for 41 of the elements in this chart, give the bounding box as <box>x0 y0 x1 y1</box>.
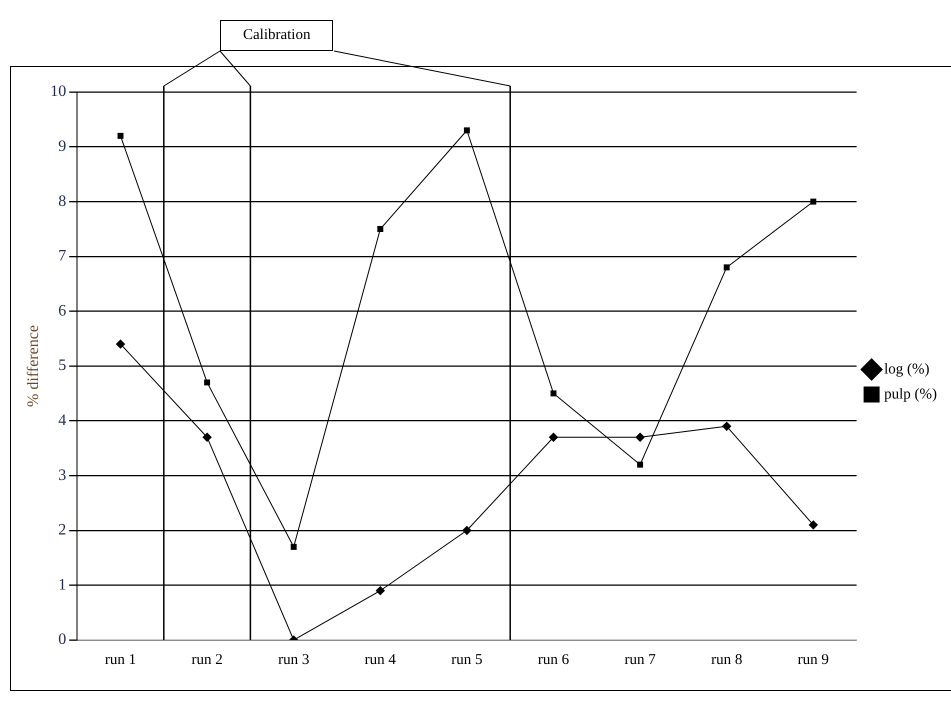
x-tick-label: run 2 <box>191 652 223 668</box>
point <box>376 586 385 596</box>
text: Calibration <box>220 20 334 51</box>
point <box>464 127 470 134</box>
point <box>116 340 125 349</box>
point <box>118 132 124 139</box>
y-tick-label: 6 <box>58 302 66 320</box>
x-tick-label: run 5 <box>451 652 483 668</box>
legend-label: log (%) <box>884 361 930 378</box>
point <box>637 462 644 468</box>
point <box>722 422 732 431</box>
y-tick-label: 2 <box>58 522 66 539</box>
y-tick-label: 0 <box>58 631 66 648</box>
legend-label: pulp (%) <box>884 386 938 402</box>
y-tick-label: 8 <box>58 192 66 210</box>
point <box>377 226 384 232</box>
y-tick-label: 7 <box>58 248 66 265</box>
y-tick-label: 4 <box>58 412 66 430</box>
point <box>202 432 212 442</box>
y-tick-label: 5 <box>58 357 66 374</box>
x-tick-label: run 1 <box>104 652 136 668</box>
x-tick-label: run 6 <box>538 652 570 668</box>
x-tick-label: run 8 <box>711 652 742 668</box>
y-tick-label: 9 <box>58 138 66 156</box>
point <box>724 264 730 270</box>
y-axis-title: % difference <box>24 325 42 407</box>
point <box>550 390 556 396</box>
point <box>810 198 816 205</box>
point <box>462 526 472 535</box>
y-tick-label: 10 <box>50 83 66 100</box>
point <box>636 432 645 442</box>
y-tick-label: 1 <box>58 576 66 594</box>
point <box>808 520 818 530</box>
y-tick-label: 3 <box>58 466 66 484</box>
point <box>204 379 210 386</box>
x-tick-label: run 3 <box>278 652 310 668</box>
point <box>290 544 297 550</box>
x-tick-label: run 7 <box>624 652 656 668</box>
point <box>549 432 558 442</box>
x-tick-label: run 4 <box>364 652 396 668</box>
x-tick-label: run 9 <box>798 652 829 668</box>
